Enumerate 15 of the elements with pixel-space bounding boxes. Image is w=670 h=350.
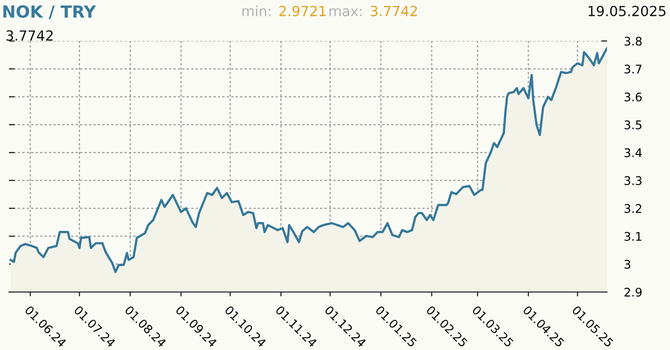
y-tick-label: 3.8: [624, 36, 642, 46]
text: max: 3.7742: [330, 6, 417, 16]
text: 3.7742: [6, 30, 53, 41]
chart-title: NOK / TRY: [3, 5, 96, 20]
y-tick-label: 3.1: [624, 232, 642, 241]
y-tick-label: 3.3: [624, 176, 642, 186]
y-tick-label: 3.4: [624, 148, 642, 158]
y-tick-label: 3.5: [624, 120, 642, 130]
text: min: 2.9721: [242, 6, 326, 16]
y-tick-label: 3: [624, 260, 630, 269]
y-tick-label: 3.6: [624, 92, 642, 102]
text: 19.05.2025: [588, 6, 666, 16]
y-tick-label: 3.7: [624, 64, 642, 74]
y-tick-label: 3.2: [624, 204, 642, 213]
y-tick-label: 2.9: [624, 288, 642, 297]
